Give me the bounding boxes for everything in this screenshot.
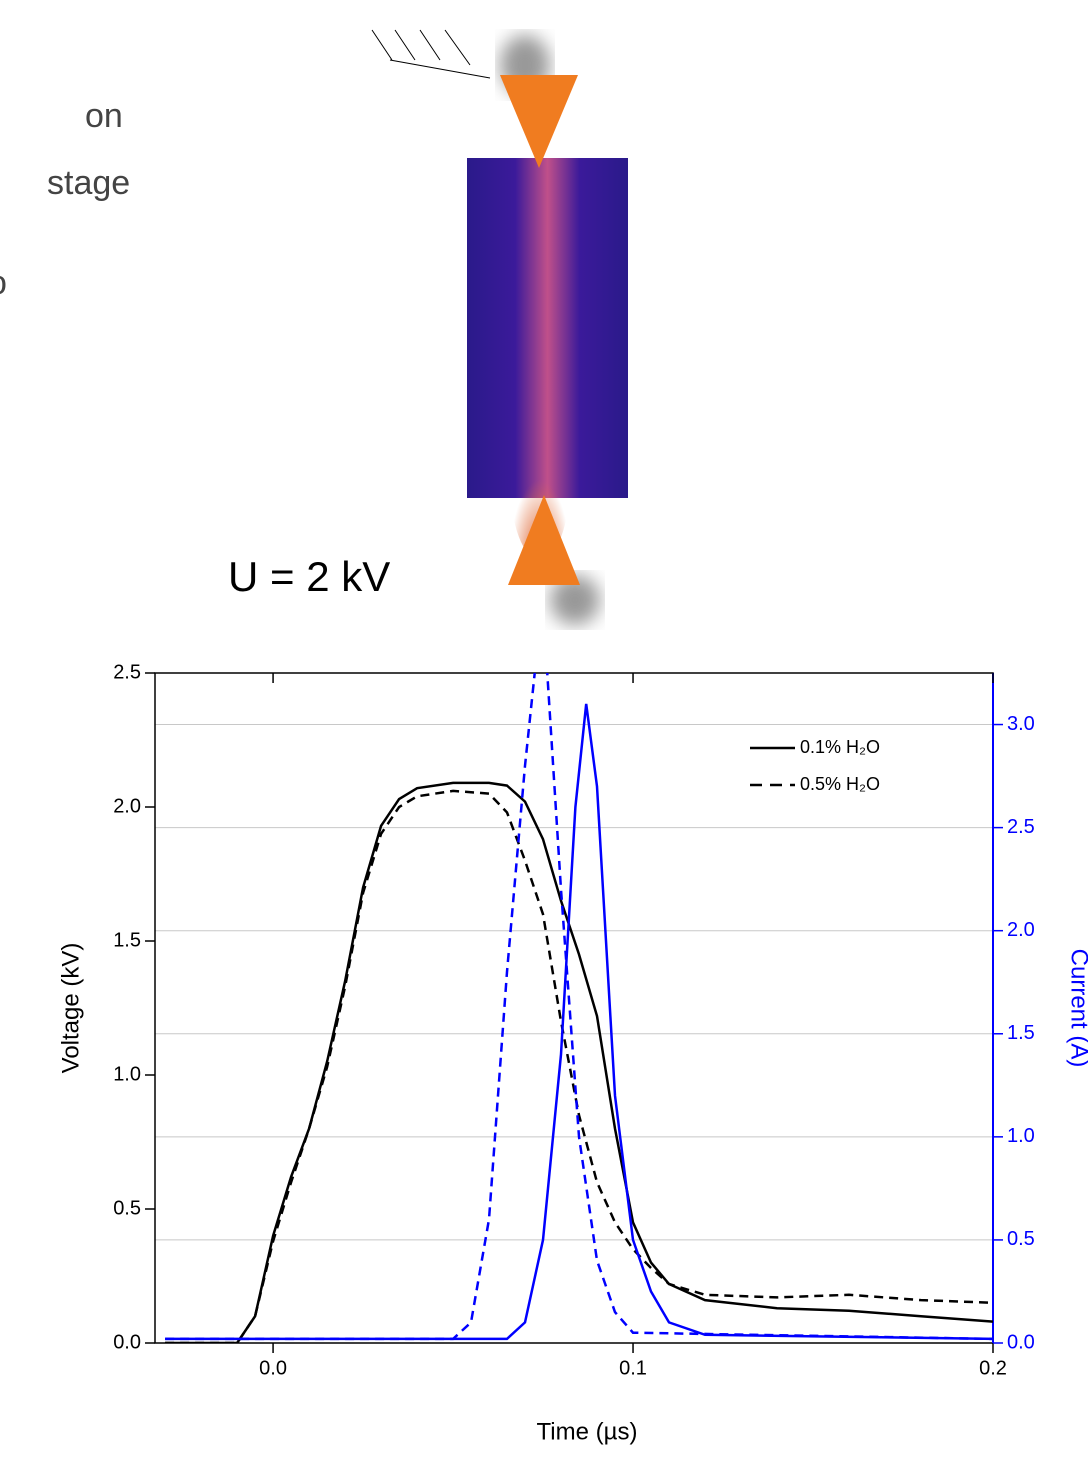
y-axis-label: Voltage (kV) xyxy=(57,943,84,1074)
discharge-glow xyxy=(510,400,570,560)
x-tick-label: 0.2 xyxy=(979,1357,1007,1379)
y-tick-label: 1.5 xyxy=(113,929,141,951)
side-text: on xyxy=(85,97,123,135)
x-tick-label: 0.0 xyxy=(259,1357,287,1379)
legend-label: 0.5% H₂O xyxy=(800,774,880,794)
shadow xyxy=(550,575,600,625)
y2-axis-label: Current (A) xyxy=(1066,949,1088,1068)
data-line xyxy=(165,781,993,1343)
electrode xyxy=(508,495,580,585)
y2-tick-label: 2.0 xyxy=(1007,919,1035,941)
data-line xyxy=(165,789,993,1343)
electrode xyxy=(500,75,578,168)
legend-label: 0.1% H₂O xyxy=(800,737,880,757)
y-tick-label: 2.5 xyxy=(113,661,141,683)
x-tick-label: 0.1 xyxy=(619,1357,647,1379)
y-tick-label: 0.5 xyxy=(113,1197,141,1219)
y2-tick-label: 0.0 xyxy=(1007,1331,1035,1353)
y-tick-label: 0.0 xyxy=(113,1331,141,1353)
image-label: U = 2 kV xyxy=(228,553,390,600)
y2-tick-label: 1.0 xyxy=(1007,1125,1035,1147)
y-tick-label: 2.0 xyxy=(113,795,141,817)
data-line xyxy=(165,703,993,1341)
side-text: o xyxy=(0,264,7,302)
y2-tick-label: 2.5 xyxy=(1007,816,1035,838)
y2-tick-label: 3.0 xyxy=(1007,713,1035,735)
y2-tick-label: 0.5 xyxy=(1007,1228,1035,1250)
plot-area xyxy=(165,673,993,1343)
y-tick-label: 1.0 xyxy=(113,1063,141,1085)
x-axis-label: Time (µs) xyxy=(537,1418,638,1445)
y2-tick-label: 1.5 xyxy=(1007,1022,1035,1044)
side-text: stage xyxy=(47,164,130,202)
chart: 0.0 0.1 0.20.00.51.01.52.02.50.00.51.01.52… xyxy=(57,661,1088,1445)
ground-symbol xyxy=(371,29,491,79)
